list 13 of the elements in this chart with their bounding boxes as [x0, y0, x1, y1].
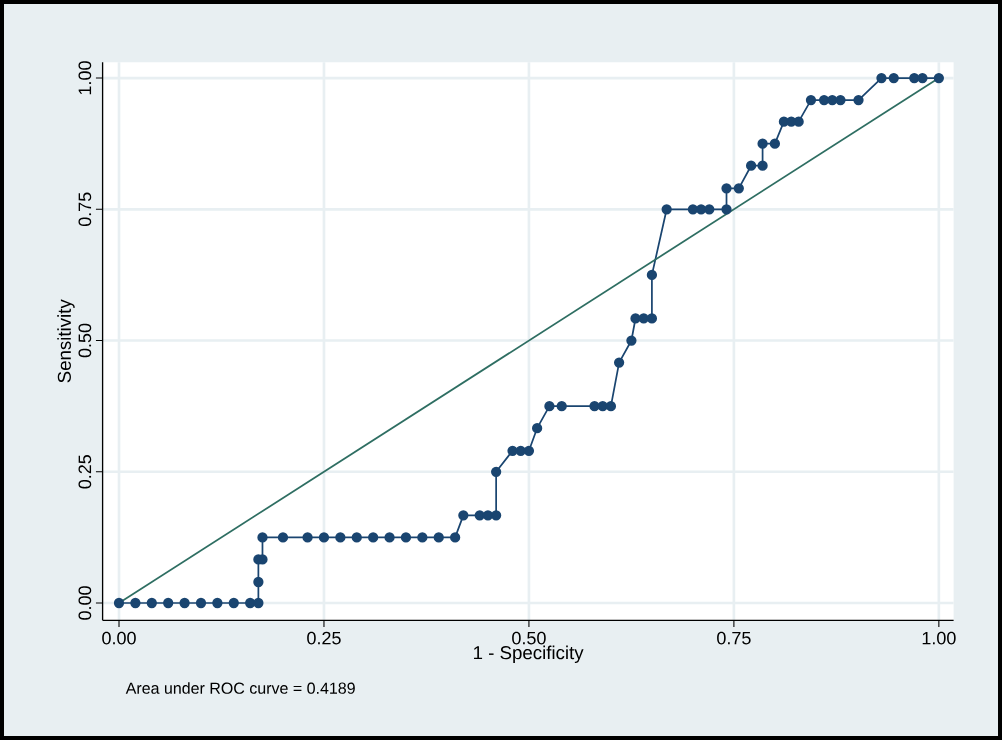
x-axis-title: 1 - Specificity [474, 645, 584, 663]
y-axis-title: Sensitivity [57, 299, 75, 383]
y-tick-label: 0.00 [78, 586, 92, 620]
x-tick-label: 0.00 [102, 631, 136, 645]
x-tick-label: 0.75 [717, 631, 751, 645]
x-tick-label: 0.25 [307, 631, 341, 645]
y-tick-label: 0.50 [78, 323, 92, 358]
text: Area under ROC curve = 0.4189 [125, 682, 355, 694]
x-tick-label: 0.50 [512, 631, 546, 645]
x-tick-label: 1.00 [922, 631, 956, 645]
y-tick-label: 1.00 [78, 61, 92, 95]
y-tick-label: 0.25 [78, 455, 92, 489]
y-tick-label: 0.75 [78, 192, 92, 227]
